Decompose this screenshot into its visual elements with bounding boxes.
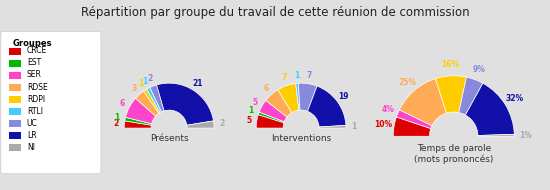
Wedge shape	[147, 88, 161, 112]
Text: Interventions: Interventions	[271, 134, 331, 143]
Text: CRCE: CRCE	[27, 46, 47, 55]
Text: 3: 3	[131, 84, 136, 93]
Wedge shape	[319, 125, 346, 128]
Wedge shape	[399, 79, 447, 126]
Text: Groupes: Groupes	[12, 39, 52, 48]
Wedge shape	[465, 83, 514, 135]
Text: SER: SER	[27, 70, 42, 79]
Wedge shape	[478, 134, 514, 136]
Text: 4%: 4%	[381, 105, 394, 114]
Text: 2: 2	[114, 119, 119, 128]
Bar	[8, 72, 21, 79]
Text: RDPI: RDPI	[27, 95, 45, 104]
Wedge shape	[266, 90, 292, 117]
Bar	[8, 132, 21, 139]
Wedge shape	[397, 110, 432, 129]
Text: RDSE: RDSE	[27, 82, 47, 92]
Wedge shape	[135, 91, 159, 116]
Wedge shape	[278, 83, 299, 113]
Text: 6: 6	[263, 84, 268, 93]
Bar	[8, 144, 21, 151]
Wedge shape	[256, 115, 284, 128]
Text: Répartition par groupe du travail de cette réunion de commission: Répartition par groupe du travail de cet…	[81, 6, 469, 19]
Wedge shape	[187, 121, 214, 128]
Wedge shape	[125, 98, 156, 124]
Text: 5: 5	[252, 97, 257, 107]
Text: 1: 1	[142, 77, 147, 86]
Text: Présents: Présents	[150, 134, 189, 143]
Text: 2: 2	[148, 74, 153, 83]
Text: 10%: 10%	[374, 120, 392, 129]
Wedge shape	[150, 85, 164, 112]
Wedge shape	[436, 76, 466, 113]
Text: 6: 6	[119, 99, 125, 108]
Text: 21: 21	[192, 79, 203, 88]
Wedge shape	[393, 117, 431, 136]
Wedge shape	[296, 83, 300, 110]
Text: 5: 5	[246, 116, 251, 125]
Text: 25%: 25%	[398, 78, 416, 87]
Text: RTLI: RTLI	[27, 107, 43, 116]
Text: 1: 1	[294, 71, 299, 80]
Wedge shape	[125, 117, 152, 125]
Text: 1: 1	[138, 79, 144, 88]
Bar	[8, 48, 21, 55]
Text: 2: 2	[219, 119, 224, 128]
Bar	[8, 108, 21, 115]
Bar	[8, 84, 21, 91]
Wedge shape	[258, 112, 284, 123]
Bar	[8, 96, 21, 103]
Text: 19: 19	[339, 92, 349, 101]
Text: 9%: 9%	[472, 65, 485, 74]
Text: 1: 1	[249, 106, 254, 115]
Text: UC: UC	[27, 119, 37, 128]
Text: 32%: 32%	[505, 94, 524, 103]
Text: 1: 1	[114, 113, 120, 122]
Bar	[8, 60, 21, 67]
Text: 7: 7	[281, 74, 287, 82]
Wedge shape	[299, 83, 317, 111]
Text: 1: 1	[351, 122, 357, 131]
Wedge shape	[459, 77, 483, 115]
Text: NI: NI	[27, 143, 35, 152]
Text: EST: EST	[27, 59, 41, 67]
Wedge shape	[157, 83, 213, 125]
Text: 16%: 16%	[441, 60, 459, 70]
Wedge shape	[259, 100, 287, 122]
Wedge shape	[307, 86, 346, 127]
Wedge shape	[144, 89, 160, 113]
Text: 1%: 1%	[519, 131, 531, 140]
Bar	[8, 120, 21, 127]
Wedge shape	[124, 121, 151, 128]
FancyBboxPatch shape	[1, 32, 101, 174]
Text: 7: 7	[306, 71, 312, 80]
Text: LR: LR	[27, 131, 36, 140]
Text: Temps de parole
(mots prononcés): Temps de parole (mots prononcés)	[414, 144, 493, 164]
